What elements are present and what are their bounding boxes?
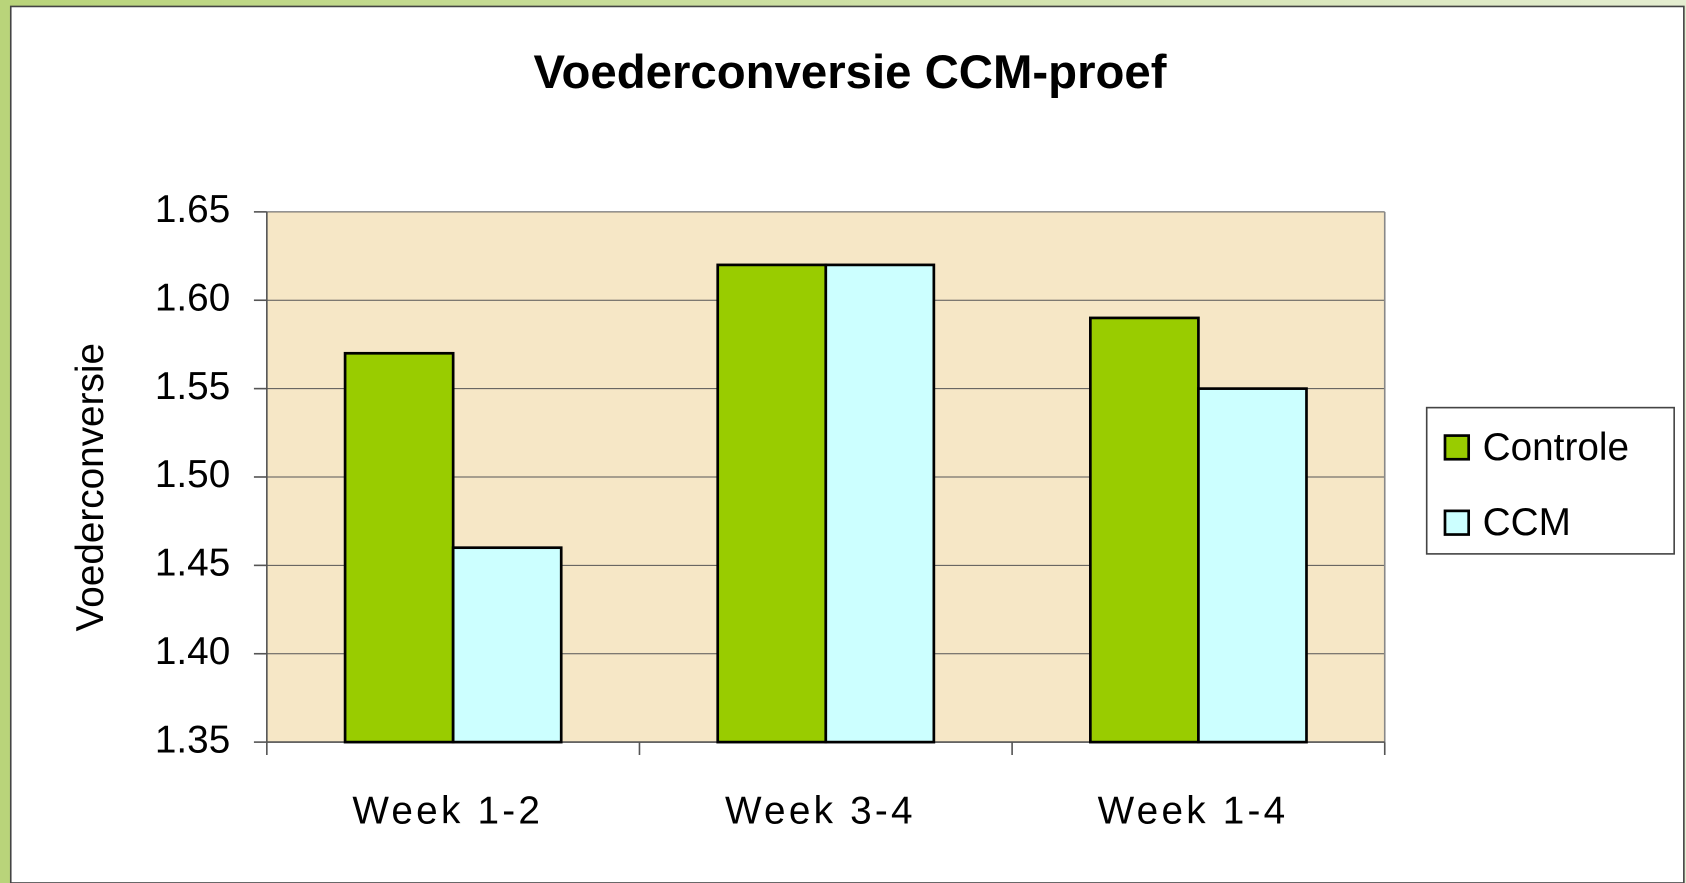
y-tick-label: 1.40 — [155, 630, 230, 673]
x-tick-label: Week 3-4 — [725, 789, 916, 832]
chart-title: Voederconversie CCM-proef — [533, 46, 1166, 99]
bar — [716, 263, 828, 744]
x-tick-label: Week 1-2 — [352, 789, 543, 832]
bar — [1089, 316, 1200, 744]
y-tick-label: 1.35 — [155, 718, 230, 761]
bar — [451, 546, 563, 744]
y-tick-label: 1.65 — [155, 188, 230, 231]
legend-label: CCM — [1483, 501, 1571, 544]
bar — [1197, 387, 1308, 744]
legend-swatch — [1443, 434, 1471, 461]
y-tick-label: 1.55 — [155, 365, 230, 408]
x-tick-label: Week 1-4 — [1098, 789, 1289, 832]
y-tick-label: 1.50 — [155, 453, 230, 496]
legend-swatch — [1443, 509, 1471, 536]
y-tick-label: 1.60 — [155, 276, 230, 319]
bar — [343, 351, 455, 744]
y-tick-label: 1.45 — [155, 542, 230, 585]
y-axis-label: Voederconversie — [69, 343, 112, 631]
legend-label: Controle — [1483, 426, 1629, 469]
bar — [824, 263, 936, 744]
